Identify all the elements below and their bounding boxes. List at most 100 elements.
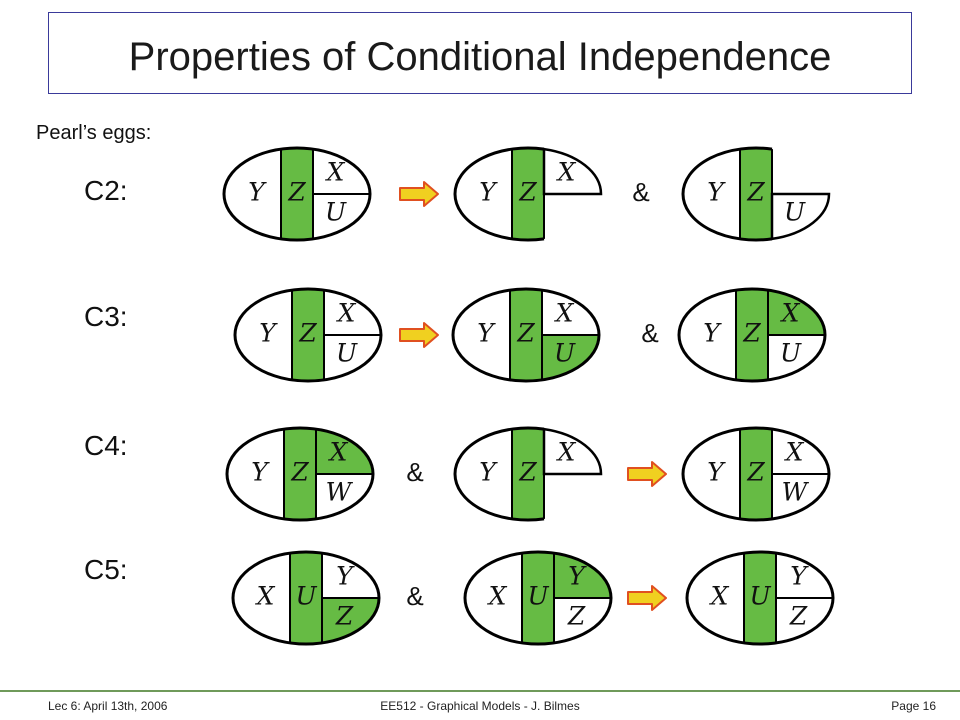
egg-top-label: X — [336, 299, 357, 328]
egg-r3-i2: X UYZ — [463, 550, 613, 646]
ampersand-r1-i3: & — [641, 318, 658, 348]
egg-bottom-label: U — [784, 198, 806, 227]
egg-top-label: X — [328, 438, 349, 467]
egg-outline — [681, 146, 773, 242]
row-label-c3: C3: — [84, 301, 128, 332]
egg-separator-band — [284, 428, 316, 521]
egg-bottom-label: U — [336, 339, 358, 368]
implication-arrow-r2-i3 — [627, 461, 667, 487]
egg-middle-label: Z — [290, 458, 309, 487]
egg-bottom-label: Z — [567, 602, 586, 631]
egg-separator-band — [744, 552, 776, 645]
egg-left-label: Y — [479, 178, 498, 207]
implication-arrow-r1-i1 — [399, 322, 439, 348]
egg-bottom-region — [542, 335, 599, 380]
implication-arrow-r0-i1 — [399, 181, 439, 207]
egg-separator-band — [292, 288, 324, 381]
arrow-shape — [399, 322, 439, 348]
egg-r1-i0: Y ZXU — [233, 287, 383, 383]
egg-r1-i2: Y ZXU — [451, 287, 601, 383]
egg-separator-band — [740, 428, 772, 521]
egg-bottom-label: Z — [789, 602, 808, 631]
row-label-c2: C2: — [84, 175, 128, 206]
egg-top-label: Y — [336, 562, 355, 591]
egg-left-label: X — [709, 582, 730, 611]
egg-left-label: Y — [259, 319, 278, 348]
egg-bottom-label: U — [325, 198, 347, 227]
footer-center: EE512 - Graphical Models - J. Bilmes — [380, 699, 580, 713]
egg-separator-band — [290, 552, 322, 644]
egg-top-label: X — [556, 438, 577, 467]
egg-top-region — [768, 290, 825, 335]
egg-separator-band — [512, 428, 544, 521]
egg-bottom-region — [322, 598, 379, 643]
egg-left-label: Y — [703, 319, 722, 348]
egg-top-region — [554, 553, 611, 598]
egg-bottom-label: U — [554, 339, 576, 368]
egg-r0-i4: Y ZU — [681, 146, 831, 242]
egg-top-region — [542, 147, 603, 196]
arrow-shape — [627, 461, 667, 487]
egg-bottom-region — [770, 192, 831, 241]
egg-left-label: Y — [251, 458, 270, 487]
arrow-shape — [627, 585, 667, 611]
egg-separator-band — [510, 288, 542, 381]
egg-top-label: X — [784, 438, 805, 467]
egg-top-label: X — [325, 158, 346, 187]
title-box: Properties of Conditional Independence — [48, 12, 912, 94]
egg-middle-label: U — [527, 582, 549, 611]
egg-r3-i4: X UYZ — [685, 550, 835, 646]
footer-left: Lec 6: April 13th, 2006 — [48, 699, 168, 713]
egg-bottom-label: W — [326, 478, 354, 507]
subtitle: Pearl’s eggs: — [36, 122, 152, 144]
egg-r2-i2: Y ZX — [453, 426, 603, 522]
ampersand-r0-i3: & — [632, 177, 649, 207]
egg-top-label: X — [554, 299, 575, 328]
egg-left-label: X — [255, 582, 276, 611]
egg-r3-i0: X UYZ — [231, 550, 381, 646]
row-label-c5: C5: — [84, 554, 128, 585]
slide-title: Properties of Conditional Independence — [128, 35, 832, 79]
egg-middle-label: U — [749, 582, 771, 611]
egg-top-label: Y — [568, 562, 587, 591]
egg-separator-band — [740, 148, 772, 240]
egg-r0-i2: Y ZX — [453, 146, 603, 242]
egg-middle-label: Z — [742, 319, 761, 348]
egg-bottom-label: W — [782, 478, 810, 507]
egg-middle-label: U — [295, 582, 317, 611]
footer-divider — [0, 690, 960, 692]
egg-separator-band — [522, 552, 554, 644]
ampersand-r2-i1: & — [406, 457, 423, 487]
egg-r1-i4: Y ZXU — [677, 287, 827, 383]
egg-r2-i4: Y ZXW — [681, 426, 831, 522]
egg-top-label: X — [556, 158, 577, 187]
egg-separator-band — [736, 288, 768, 381]
arrow-shape — [399, 181, 439, 207]
egg-middle-label: Z — [518, 178, 537, 207]
egg-middle-label: Z — [287, 178, 306, 207]
egg-left-label: Y — [707, 178, 726, 207]
egg-top-label: X — [780, 299, 801, 328]
egg-separator-band — [281, 148, 313, 240]
egg-outline — [453, 146, 545, 242]
egg-middle-label: Z — [746, 178, 765, 207]
egg-top-region — [542, 427, 603, 476]
egg-r2-i0: Y ZXW — [225, 426, 375, 522]
ampersand-r3-i1: & — [406, 581, 423, 611]
egg-bottom-label: Z — [335, 602, 354, 631]
egg-top-region — [316, 429, 373, 474]
egg-middle-label: Z — [518, 458, 537, 487]
implication-arrow-r3-i3 — [627, 585, 667, 611]
egg-middle-label: Z — [746, 458, 765, 487]
egg-left-label: X — [487, 582, 508, 611]
egg-left-label: Y — [707, 458, 726, 487]
egg-left-label: Y — [248, 178, 267, 207]
egg-left-label: Y — [479, 458, 498, 487]
egg-bottom-label: U — [780, 339, 802, 368]
egg-left-label: Y — [477, 319, 496, 348]
egg-middle-label: Z — [298, 319, 317, 348]
footer-right: Page 16 — [891, 699, 936, 713]
egg-outline — [453, 426, 545, 522]
egg-separator-band — [512, 148, 544, 240]
